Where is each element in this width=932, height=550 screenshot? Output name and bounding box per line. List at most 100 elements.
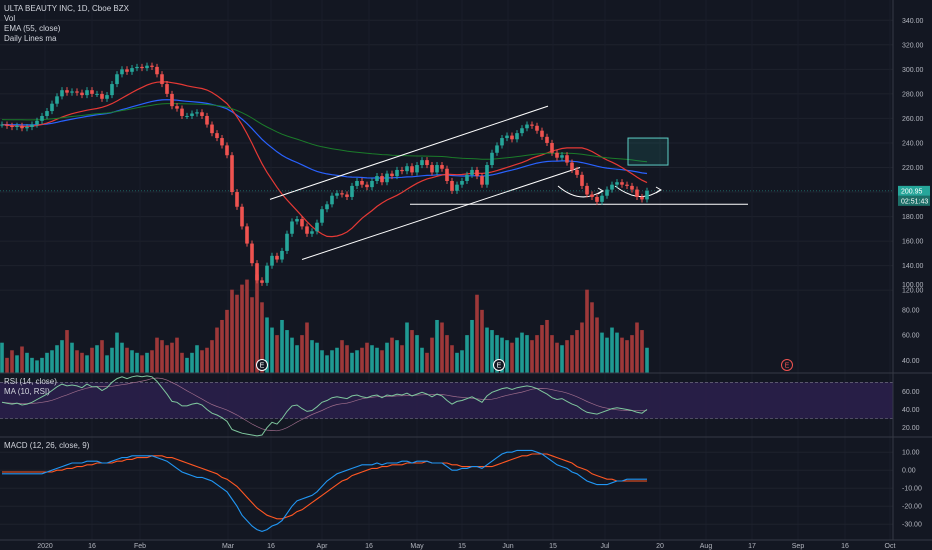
- time-tick-label: May: [410, 543, 424, 550]
- volume-bar: [10, 350, 14, 373]
- earnings-marker: [781, 359, 793, 371]
- price-tick-label: 180.00: [902, 214, 924, 221]
- volume-bar: [55, 345, 59, 373]
- volume-bar: [200, 350, 204, 373]
- volume-bar: [245, 279, 249, 373]
- macd-title[interactable]: MACD (12, 26, close, 9): [4, 441, 90, 450]
- candle-body: [570, 162, 574, 170]
- candle-body: [425, 160, 429, 166]
- price-grid: [0, 19, 893, 291]
- price-tick-label: 260.00: [902, 116, 924, 123]
- candle-body: [195, 112, 199, 114]
- candle-body: [85, 90, 89, 96]
- candle-body: [435, 165, 439, 173]
- volume-bar: [95, 345, 99, 373]
- curved-arrow-left: [557, 185, 603, 198]
- daily-lines-legend[interactable]: Daily Lines ma: [4, 34, 57, 43]
- earnings-marker-label: E: [260, 363, 265, 370]
- countdown-badge: [898, 195, 930, 206]
- candle-body: [465, 174, 469, 181]
- earnings-marker-label: E: [785, 363, 790, 370]
- candle-body: [495, 145, 499, 153]
- volume-bar: [440, 322, 444, 373]
- volume-bar: [625, 340, 629, 373]
- volume-bar: [160, 340, 164, 373]
- rsi-line: [1, 375, 648, 437]
- volume-bar: [75, 350, 79, 373]
- volume-bar: [610, 327, 614, 373]
- time-tick-label: Aug: [700, 543, 713, 550]
- moving-average-lines: [1, 81, 648, 238]
- volume-bar: [240, 284, 244, 373]
- time-tick-label: 16: [267, 543, 275, 550]
- candle-body: [345, 194, 349, 197]
- volume-legend[interactable]: Vol: [4, 14, 16, 23]
- ema-55-line: [2, 99, 648, 179]
- rsi-ma-line: [1, 377, 648, 432]
- volume-bar: [370, 345, 374, 373]
- volume-bar: [100, 340, 104, 373]
- candle-body: [380, 176, 384, 183]
- candle-body: [585, 185, 589, 195]
- candle-body: [385, 173, 389, 183]
- curved-arrow-right-head: [655, 186, 662, 194]
- volume-bar: [170, 342, 174, 373]
- volume-bar: [5, 357, 9, 373]
- candle-body: [490, 152, 494, 166]
- volume-bar: [320, 350, 324, 373]
- volume-bar: [65, 330, 69, 373]
- candle-body: [100, 93, 104, 99]
- candle-body: [645, 190, 649, 200]
- symbol-title[interactable]: ULTA BEAUTY INC, 1D, Cboe BZX: [4, 4, 129, 13]
- volume-bar: [465, 335, 469, 373]
- volume-bar: [270, 327, 274, 373]
- candle-body: [5, 124, 9, 126]
- candle-body: [235, 192, 239, 207]
- volume-bar: [300, 335, 304, 373]
- volume-bar: [365, 342, 369, 373]
- price-candles: [0, 62, 649, 286]
- earnings-marker-label: E: [497, 363, 502, 370]
- price-tick-label: 160.00: [902, 239, 924, 246]
- volume-bar: [515, 337, 519, 373]
- volume-bar: [520, 332, 524, 373]
- price-tick-label: 240.00: [902, 140, 924, 147]
- candle-body: [330, 195, 334, 205]
- candle-body: [575, 169, 579, 175]
- volume-bar: [150, 350, 154, 373]
- volume-bar: [400, 345, 404, 373]
- volume-bar: [85, 355, 89, 373]
- countdown-text: 02:51:43: [901, 198, 928, 205]
- volume-bar: [635, 322, 639, 373]
- volume-bar: [420, 347, 424, 373]
- ema-legend[interactable]: EMA (55, close): [4, 24, 61, 33]
- volume-bar: [430, 337, 434, 373]
- volume-bar: [60, 340, 64, 373]
- candle-body: [165, 84, 169, 94]
- volume-bar: [15, 355, 19, 373]
- candle-body: [590, 194, 594, 197]
- candle-body: [615, 182, 619, 185]
- volume-bar: [285, 330, 289, 373]
- volume-bar: [205, 347, 209, 373]
- volume-bar: [495, 335, 499, 373]
- time-tick-label: 15: [549, 543, 557, 550]
- candle-body: [180, 108, 184, 116]
- candle-body: [30, 124, 34, 128]
- volume-bar: [225, 309, 229, 373]
- candle-body: [130, 68, 134, 72]
- candle-body: [45, 111, 49, 116]
- candle-body: [95, 93, 99, 95]
- rsi-title[interactable]: RSI (14, close): [4, 377, 57, 386]
- candle-body: [265, 265, 269, 283]
- candle-body: [630, 185, 634, 190]
- rsi-ma-title[interactable]: MA (10, RSI): [4, 387, 50, 396]
- candle-body: [545, 136, 549, 143]
- volume-tick-label: 40.00: [902, 358, 920, 365]
- volume-bar: [345, 345, 349, 373]
- candle-body: [460, 180, 464, 185]
- curved-arrow-left-head: [597, 187, 604, 195]
- volume-bar: [260, 302, 264, 373]
